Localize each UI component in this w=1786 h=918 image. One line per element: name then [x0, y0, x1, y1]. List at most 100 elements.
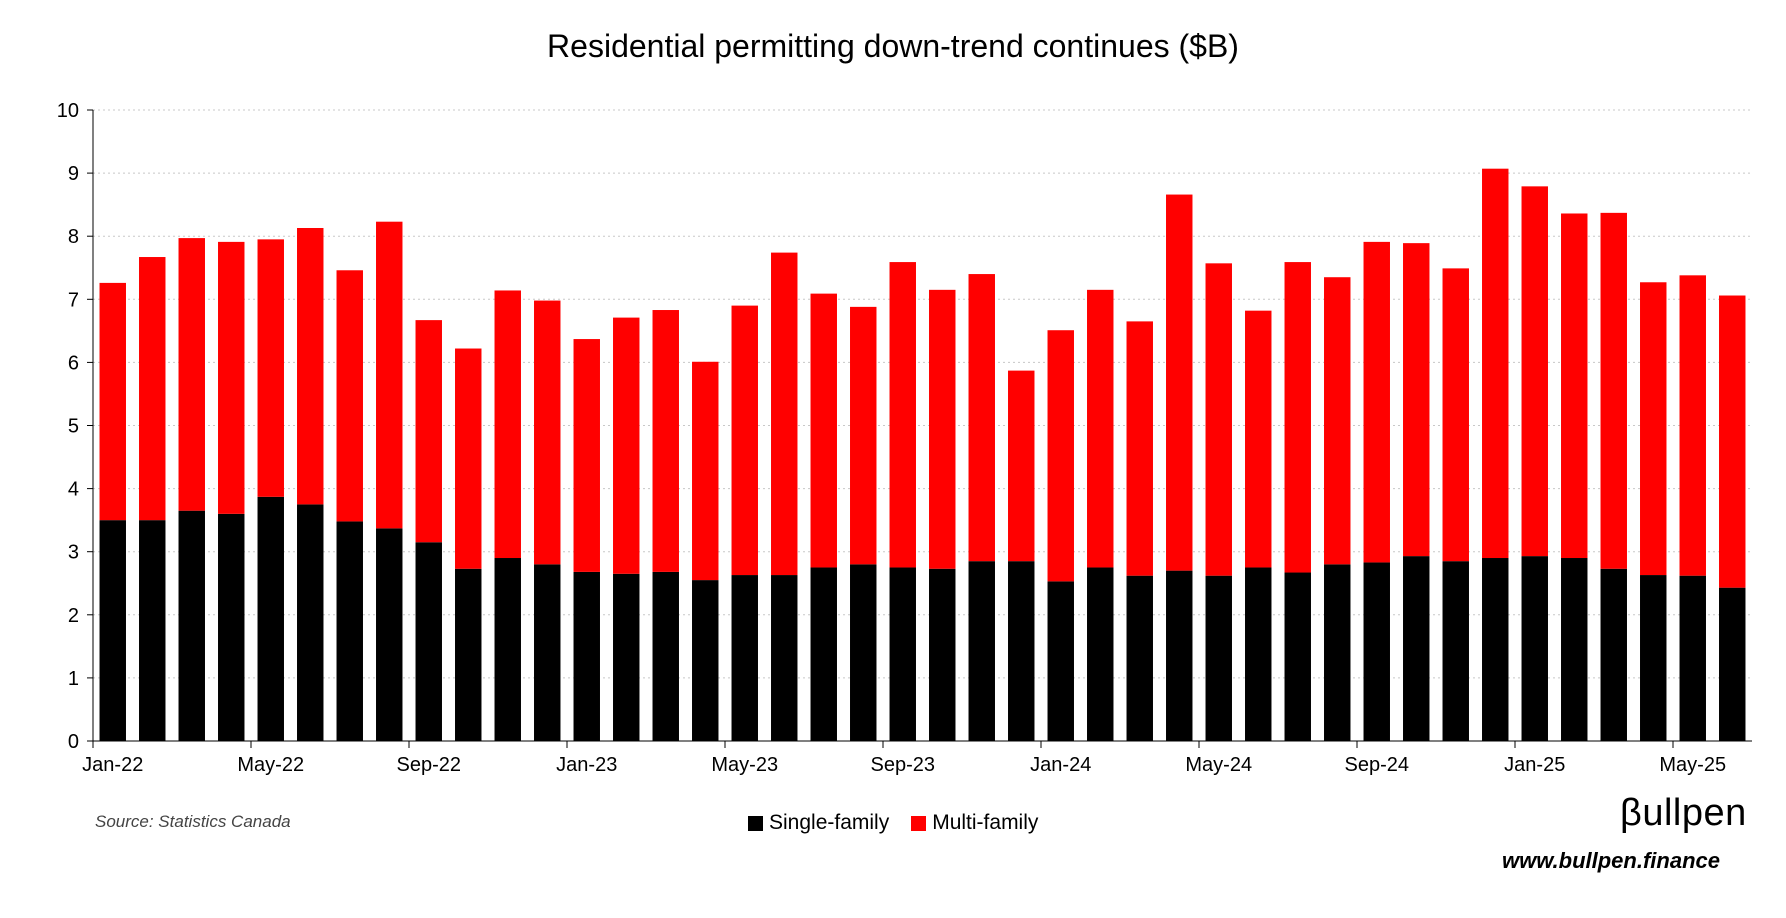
bar-multi-family-may-24 — [1205, 263, 1232, 576]
bar-multi-family-dec-22 — [534, 300, 561, 565]
bar-single-family-feb-23 — [613, 573, 640, 741]
bar-multi-family-mar-24 — [1126, 321, 1153, 576]
bar-multi-family-nov-22 — [494, 290, 521, 559]
x-tick-label: Sep-22 — [397, 754, 462, 776]
bar-multi-family-nov-23 — [968, 274, 995, 562]
legend-swatch-multi-family — [911, 815, 927, 831]
bar-multi-family-jan-23 — [573, 339, 600, 572]
y-tick-label: 9 — [68, 163, 79, 185]
bar-single-family-sep-23 — [889, 567, 916, 741]
bar-single-family-mar-22 — [178, 510, 205, 741]
bars — [99, 168, 1746, 741]
legend-swatch-single-family — [748, 815, 763, 831]
y-tick-label: 6 — [68, 352, 79, 374]
bar-single-family-may-24 — [1205, 575, 1232, 741]
bar-single-family-dec-22 — [534, 564, 561, 741]
bar-single-family-jul-23 — [810, 567, 837, 741]
bar-multi-family-jul-24 — [1284, 262, 1311, 573]
bar-multi-family-jan-22 — [99, 282, 126, 521]
bar-single-family-nov-22 — [494, 558, 521, 741]
y-tick-label: 8 — [68, 226, 79, 248]
bar-single-family-dec-23 — [1008, 561, 1035, 741]
bar-single-family-nov-23 — [968, 561, 995, 741]
x-tick-label: May-24 — [1185, 754, 1252, 776]
y-tick-label: 3 — [68, 542, 79, 564]
y-tick-labels: 0 1 2 3 4 5 6 7 8 9 10 — [57, 100, 79, 753]
bar-multi-family-jun-24 — [1245, 310, 1272, 568]
bar-single-family-nov-24 — [1442, 561, 1469, 741]
bar-multi-family-oct-24 — [1403, 243, 1430, 557]
bar-single-family-apr-22 — [218, 513, 245, 741]
bar-single-family-jul-24 — [1284, 572, 1311, 741]
legend-item-multi-family: Multi-family — [911, 811, 1038, 835]
bar-single-family-oct-24 — [1403, 556, 1430, 741]
bar-single-family-feb-22 — [139, 520, 166, 741]
bar-single-family-dec-24 — [1482, 558, 1509, 741]
bar-multi-family-jan-24 — [1047, 330, 1074, 582]
bar-single-family-mar-23 — [652, 571, 679, 741]
bar-multi-family-dec-24 — [1482, 168, 1509, 559]
y-tick-label: 5 — [68, 416, 79, 438]
bar-multi-family-aug-22 — [376, 221, 403, 529]
bar-multi-family-sep-22 — [415, 320, 442, 543]
bar-multi-family-apr-23 — [692, 361, 719, 581]
bar-multi-family-mar-25 — [1600, 212, 1627, 569]
bar-single-family-jun-22 — [297, 504, 324, 741]
bar-single-family-may-22 — [257, 496, 284, 741]
bar-multi-family-apr-24 — [1166, 194, 1193, 571]
y-tick-label: 10 — [57, 100, 79, 122]
chart-title: Residential permitting down-trend contin… — [547, 28, 1239, 64]
bar-single-family-aug-23 — [850, 564, 877, 741]
bar-single-family-jun-25 — [1719, 587, 1746, 741]
axes — [87, 109, 1752, 748]
source-note: Source: Statistics Canada — [95, 812, 291, 831]
brand-logo: βullpen — [1620, 792, 1747, 834]
bar-single-family-jun-23 — [771, 575, 798, 741]
bar-single-family-sep-22 — [415, 542, 442, 741]
bar-single-family-feb-24 — [1087, 567, 1114, 741]
bar-multi-family-sep-23 — [889, 262, 916, 568]
bar-single-family-oct-22 — [455, 568, 482, 741]
bar-multi-family-jun-22 — [297, 227, 324, 505]
bar-multi-family-feb-23 — [613, 317, 640, 574]
bar-single-family-may-23 — [731, 575, 758, 741]
x-tick-label: Sep-23 — [871, 754, 936, 776]
bar-multi-family-aug-24 — [1324, 277, 1351, 565]
legend-label-single-family: Single-family — [769, 811, 890, 834]
bar-single-family-jul-22 — [336, 521, 363, 741]
bar-multi-family-jan-25 — [1521, 186, 1548, 557]
x-tick-label: Jan-23 — [556, 754, 617, 776]
bar-multi-family-sep-24 — [1363, 241, 1390, 563]
y-tick-label: 4 — [68, 479, 79, 501]
bar-multi-family-apr-22 — [218, 241, 245, 514]
bar-single-family-may-25 — [1679, 575, 1706, 741]
legend: Single-family Multi-family — [748, 811, 1038, 835]
bar-single-family-aug-24 — [1324, 564, 1351, 741]
y-tick-label: 0 — [68, 731, 79, 753]
bar-multi-family-dec-23 — [1008, 370, 1035, 562]
bar-single-family-mar-25 — [1600, 568, 1627, 741]
bar-multi-family-may-22 — [257, 239, 284, 497]
bar-multi-family-jul-22 — [336, 270, 363, 522]
y-tick-label: 2 — [68, 605, 79, 627]
bar-multi-family-nov-24 — [1442, 268, 1469, 562]
bar-single-family-jan-22 — [99, 520, 126, 741]
y-tick-label: 1 — [68, 668, 79, 690]
bar-multi-family-may-23 — [731, 305, 758, 576]
bar-single-family-jan-25 — [1521, 556, 1548, 741]
bar-single-family-aug-22 — [376, 528, 403, 741]
x-tick-label: Jan-22 — [82, 754, 143, 776]
legend-label-multi-family: Multi-family — [932, 811, 1039, 834]
bar-multi-family-jun-23 — [771, 252, 798, 576]
bar-multi-family-oct-23 — [929, 289, 956, 569]
x-tick-labels: Jan-22 May-22 Sep-22 Jan-23 May-23 Sep-23 Jan-… — [82, 754, 1726, 776]
bar-single-family-apr-24 — [1166, 570, 1193, 741]
bar-single-family-oct-23 — [929, 568, 956, 741]
bar-multi-family-mar-23 — [652, 310, 679, 572]
x-tick-label: Jan-25 — [1504, 754, 1565, 776]
bar-single-family-jan-24 — [1047, 581, 1074, 741]
x-tick-label: May-23 — [711, 754, 778, 776]
bar-multi-family-apr-25 — [1640, 282, 1667, 576]
x-tick-label: Jan-24 — [1030, 754, 1091, 776]
